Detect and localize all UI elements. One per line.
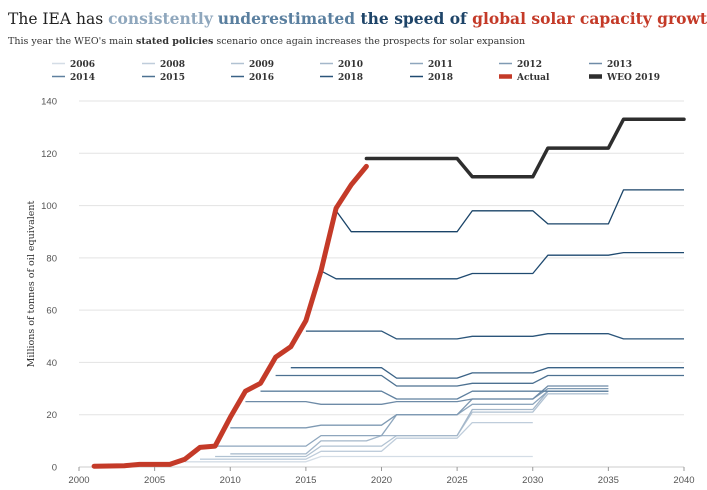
legend-item: 2006 [52,60,95,70]
legend-label: 2009 [249,60,274,70]
x-tick-label: 2035 [598,475,619,486]
x-tick-label: 2030 [522,475,543,486]
legend-label: 2008 [160,60,185,70]
legend-label: 2018 [428,73,453,83]
y-tick-label: 100 [41,201,57,212]
legend-label: 2015 [160,73,185,83]
legend-item: 2008 [142,60,185,70]
series-line-2012 [230,387,609,429]
legend-label: 2012 [517,60,542,70]
legend-label: 2014 [70,73,95,83]
legend-item: 2013 [589,60,632,70]
legend-item: 2010 [320,60,363,70]
x-tick-label: 2025 [447,475,468,486]
x-axis: 2000 2005 2010 2015 2020 2025 2030 2035 2040 [68,466,695,486]
legend-item: 2018 [410,73,453,83]
legend-label: 2006 [70,60,95,70]
series-line-2010 [230,390,609,455]
series-line-2018 [320,251,684,280]
series-line-2019-projection [335,189,684,233]
x-tick-label: 2015 [295,475,316,486]
series-line-2013 [245,385,609,405]
series-line-2016 [290,367,684,379]
series-line-weo-2019 [364,117,686,179]
legend-item: 2011 [410,60,453,70]
y-tick-label: 40 [46,358,57,369]
legend-item: 2016 [231,73,274,83]
y-tick-label: 140 [41,97,57,108]
y-tick-label: 80 [46,253,57,264]
chart-grid [79,100,684,416]
chart-legend: 2006 2008 2009 2010 2011 2012 2013 2014 2015 2016… [52,60,660,83]
series-line-2008 [200,421,533,460]
series-line-2014 [260,390,609,400]
chart-series [91,117,686,469]
legend-label: 2016 [249,73,274,83]
legend-item: 2014 [52,73,95,83]
title-middle: the speed of [355,9,473,28]
x-tick-label: 2020 [371,475,392,486]
x-tick-label: 2010 [220,475,241,486]
legend-item: 2009 [231,60,274,70]
series-line-2018 [305,330,684,340]
legend-label: 2010 [338,60,363,70]
legend-item: 2018 [320,73,363,83]
chart-title: The IEA has consistently underestimated … [8,9,707,28]
legend-label: 2011 [428,60,453,70]
legend-label: 2013 [607,60,632,70]
x-tick-label: 2005 [144,475,165,486]
legend-item: 2015 [142,73,185,83]
y-tick-label: 120 [41,149,57,160]
chart-subtitle: This year the WEO's main stated policies… [8,36,526,47]
legend-label: WEO 2019 [606,73,660,83]
legend-label: 2018 [338,73,363,83]
series-line-2006 [184,455,533,463]
y-axis: 0 20 40 60 80 100 120 140 [41,97,57,474]
x-tick-label: 2000 [68,475,89,486]
y-axis-label: Millions of tonnes of oil equivalent [26,200,37,367]
title-word-consistently: consistently [108,9,213,28]
y-tick-label: 0 [52,463,57,474]
legend-item: 2012 [499,60,542,70]
title-word-underestimated: underestimated [217,9,356,28]
series-line-2015 [275,374,684,387]
title-highlight: global solar capacity growth [472,9,707,28]
y-tick-label: 20 [46,410,57,421]
legend-item: Actual [499,73,550,83]
legend-item: WEO 2019 [589,73,660,83]
series-line-actual [91,163,369,469]
subtitle-bold: stated policies [136,36,214,47]
legend-label: Actual [516,73,550,83]
x-tick-label: 2040 [673,475,694,486]
y-tick-label: 60 [46,306,57,317]
series-line-2009 [215,393,609,458]
